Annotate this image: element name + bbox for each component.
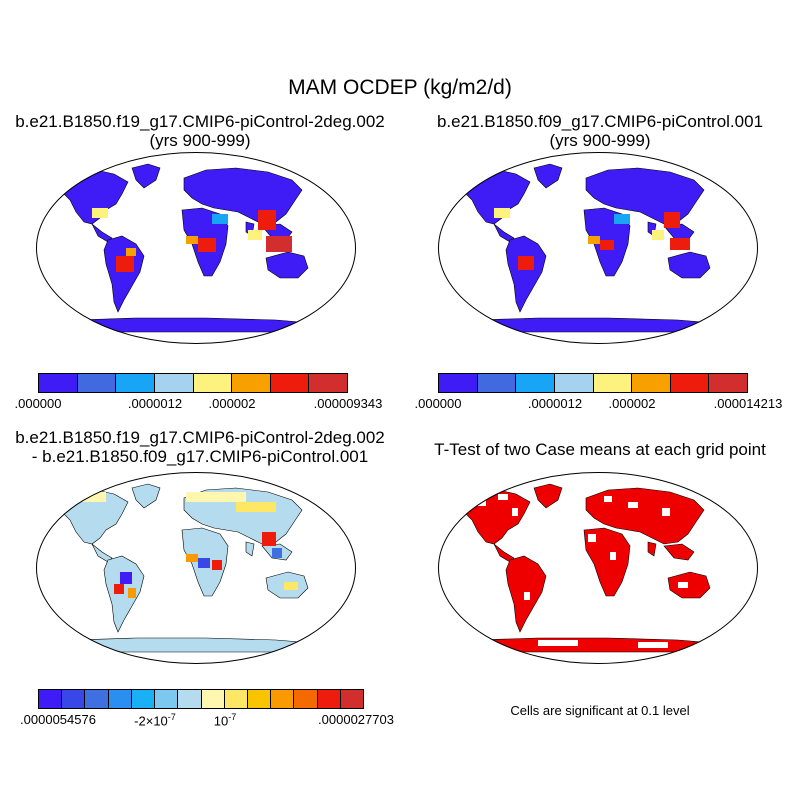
bottom-left-cbar-label-right: .0000027703: [318, 712, 394, 727]
top-left-title-line2: (yrs 900-999): [149, 131, 251, 150]
top-right-colorbar-swatch-0: [439, 374, 478, 392]
top-right-colorbar: [438, 373, 748, 393]
bottom-left-cbar-label-left: .0000054576: [20, 712, 96, 727]
bottom-left-map: [36, 472, 356, 664]
bottom-left-colorbar-swatch-10: [271, 690, 295, 708]
bottom-left-colorbar-swatch-4: [131, 690, 156, 708]
top-left-colorbar-swatch-4: [193, 374, 233, 392]
top-right-colorbar-swatch-7: [709, 374, 747, 392]
top-left-colorbar-swatch-3: [154, 374, 194, 392]
bottom-left-cbar-label-mid1: -2×10-7: [134, 712, 176, 729]
bottom-left-colorbar-swatch-2: [85, 690, 109, 708]
bottom-right-title: T-Test of two Case means at each grid po…: [434, 440, 766, 459]
bottom-left-colorbar-swatch-12: [317, 690, 341, 708]
top-right-title-line2: (yrs 900-999): [549, 131, 651, 150]
significance-note: Cells are significant at 0.1 level: [510, 703, 690, 718]
top-right-colorbar-swatch-4: [593, 374, 633, 392]
top-left-colorbar-swatch-0: [39, 374, 78, 392]
bottom-left-colorbar-swatch-11: [294, 690, 318, 708]
top-right-colorbar-swatch-1: [477, 374, 517, 392]
bottom-left-colorbar-swatch-3: [108, 690, 132, 708]
top-right-hotspots: [494, 208, 690, 270]
top-right-cbar-label-3: .000014213: [713, 396, 783, 411]
top-left-title-line1: b.e21.B1850.f19_g17.CMIP6-piControl-2deg…: [15, 112, 385, 131]
top-right-cbar-label-0: .000000: [414, 396, 462, 411]
top-left-colorbar-swatch-7: [309, 374, 347, 392]
top-left-colorbar-swatch-5: [232, 374, 271, 392]
top-left-colorbar-swatch-1: [77, 374, 117, 392]
bottom-left-colorbar-swatch-8: [224, 690, 248, 708]
page-title: MAM OCDEP (kg/m2/d): [288, 76, 512, 99]
top-right-title-line1: b.e21.B1850.f09_g17.CMIP6-piControl.001: [436, 112, 764, 131]
bottom-left-colorbar-swatch-1: [62, 690, 86, 708]
bottom-left-title: b.e21.B1850.f19_g17.CMIP6-piControl-2deg…: [0, 428, 400, 466]
top-right-colorbar-swatch-5: [632, 374, 671, 392]
bottom-left-colorbar-swatch-0: [39, 690, 63, 708]
top-right-cbar-label-2: .000002: [608, 396, 656, 411]
top-left-cbar-label-1: .0000012: [127, 396, 183, 411]
top-left-title: b.e21.B1850.f19_g17.CMIP6-piControl-2deg…: [0, 112, 400, 150]
top-left-cbar-label-3: .000009343: [313, 396, 383, 411]
bottom-right-insignificant-cells: [478, 494, 688, 648]
top-right-map: [438, 152, 758, 344]
top-left-cbar-label-2: .000002: [208, 396, 256, 411]
top-left-colorbar-swatch-6: [270, 374, 310, 392]
bottom-left-colorbar-swatch-9: [247, 690, 272, 708]
bottom-right-map: [438, 472, 758, 664]
bottom-left-colorbar: [38, 689, 364, 709]
top-right-title: b.e21.B1850.f09_g17.CMIP6-piControl.001 …: [400, 112, 800, 150]
bottom-left-cbar-label-mid2: 10-7: [213, 712, 237, 729]
top-right-colorbar-swatch-2: [516, 374, 555, 392]
top-right-cbar-label-1: .0000012: [527, 396, 583, 411]
bottom-left-colorbar-swatch-7: [201, 690, 225, 708]
top-left-colorbar: [38, 373, 348, 393]
top-left-colorbar-swatch-2: [116, 374, 155, 392]
top-right-colorbar-swatch-6: [670, 374, 710, 392]
bottom-left-title-line1: b.e21.B1850.f19_g17.CMIP6-piControl-2deg…: [15, 428, 385, 447]
top-left-hotspots: [92, 208, 292, 272]
top-left-map: [36, 152, 356, 344]
top-right-colorbar-swatch-3: [554, 374, 594, 392]
bottom-left-colorbar-swatch-13: [340, 690, 364, 708]
top-left-cbar-label-0: .000000: [14, 396, 62, 411]
bottom-left-colorbar-swatch-6: [178, 690, 202, 708]
bottom-left-title-line2: - b.e21.B1850.f09_g17.CMIP6-piControl.00…: [31, 447, 369, 466]
bottom-left-colorbar-swatch-5: [155, 690, 179, 708]
